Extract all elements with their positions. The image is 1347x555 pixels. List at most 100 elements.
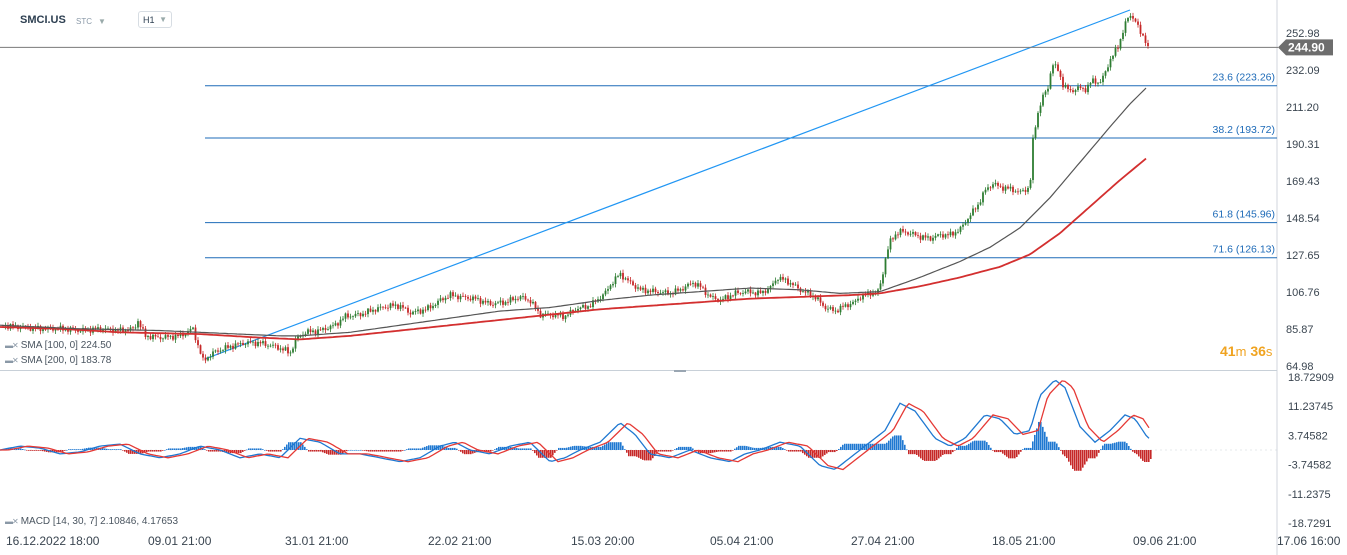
candle-body <box>1037 112 1039 128</box>
macd-histogram-bar <box>530 448 532 450</box>
indicator-settings-icon[interactable]: ▬✕ <box>5 356 19 365</box>
macd-histogram-bar <box>606 443 608 450</box>
macd-histogram-bar <box>874 443 876 450</box>
macd-histogram-bar <box>1038 421 1040 450</box>
macd-histogram-bar <box>950 449 952 455</box>
timeframe-select[interactable]: H1 ▼ <box>138 11 172 28</box>
candle-body <box>599 299 602 300</box>
candle-body <box>272 344 274 346</box>
sma100-line <box>0 87 1147 337</box>
macd-histogram-bar <box>1044 431 1046 450</box>
macd-histogram-bar <box>34 449 36 451</box>
macd-histogram-bar <box>38 449 40 451</box>
macd-histogram-bar <box>170 448 172 450</box>
macd-histogram-bar <box>458 449 460 451</box>
macd-histogram-bar <box>32 449 34 451</box>
legend-sma100[interactable]: ▬✕ SMA [100, 0] 224.50 <box>5 340 111 351</box>
macd-histogram-bar <box>964 445 966 450</box>
macd-histogram-bar <box>648 449 650 461</box>
macd-histogram-bar <box>114 449 116 450</box>
candle-body <box>449 292 452 298</box>
macd-histogram-bar <box>54 449 56 453</box>
candle-body <box>787 278 789 285</box>
macd-histogram-bar <box>312 449 314 452</box>
candle-body <box>277 345 279 350</box>
session-selector[interactable]: STC ▼ <box>76 17 106 26</box>
macd-histogram-bar <box>1080 449 1082 471</box>
macd-histogram-bar <box>18 448 20 450</box>
indicator-settings-icon[interactable]: ▬✕ <box>5 341 19 350</box>
candle-body <box>917 235 919 237</box>
candle-body <box>354 313 357 317</box>
macd-histogram-bar <box>646 449 648 461</box>
candle-body <box>152 334 154 340</box>
candle-body <box>954 232 957 236</box>
chevron-down-icon: ▼ <box>98 17 106 26</box>
candle-body <box>962 224 964 227</box>
macd-histogram-bar <box>1004 449 1006 456</box>
macd-histogram-bar <box>972 441 974 450</box>
candle-body <box>289 352 292 354</box>
candle-body <box>504 301 507 305</box>
candle-body <box>652 288 654 292</box>
macd-histogram-bar <box>934 449 936 461</box>
candle-body <box>1142 33 1144 36</box>
candle-body <box>1069 89 1072 91</box>
pane-resize-handle[interactable] <box>674 370 686 372</box>
candle-body <box>124 330 127 333</box>
candle-body <box>487 301 489 303</box>
candle-body <box>804 291 807 293</box>
candle-body <box>722 298 724 300</box>
macd-histogram-bar <box>260 448 262 450</box>
candle-body <box>357 313 359 314</box>
macd-histogram-bar <box>664 449 666 452</box>
macd-histogram-bar <box>916 449 918 456</box>
candle-body <box>894 234 897 240</box>
macd-histogram-bar <box>968 443 970 450</box>
candle-body <box>697 283 699 287</box>
legend-sma200[interactable]: ▬✕ SMA [200, 0] 183.78 <box>5 355 111 366</box>
ticker-symbol[interactable]: SMCI.US <box>20 14 66 26</box>
candle-body <box>589 306 592 308</box>
legend-macd[interactable]: ▬✕ MACD [14, 30, 7] 2.10846, 4.17653 <box>5 516 178 527</box>
candle-body <box>217 350 219 352</box>
macd-histogram-bar <box>736 447 738 450</box>
price-tick-label: 211.20 <box>1286 102 1319 114</box>
pane-separator[interactable] <box>0 370 1277 371</box>
candle-body <box>829 307 832 309</box>
macd-histogram-bar <box>268 449 270 452</box>
candle-body <box>109 328 112 330</box>
candle-body <box>907 232 909 235</box>
macd-histogram-bar <box>572 446 574 450</box>
macd-histogram-bar <box>748 446 750 450</box>
candle-body <box>1017 191 1019 193</box>
macd-histogram-bar <box>216 449 218 452</box>
macd-histogram-bar <box>574 445 576 450</box>
candle-body <box>447 297 449 299</box>
macd-histogram-bar <box>1084 449 1086 465</box>
macd-histogram-bar <box>242 449 244 452</box>
macd-histogram-bar <box>534 449 536 454</box>
macd-histogram-bar <box>710 449 712 454</box>
candle-body <box>767 289 769 293</box>
candle-body <box>392 303 394 306</box>
candle-body <box>692 282 694 284</box>
macd-histogram-bar <box>368 449 370 452</box>
macd-histogram-bar <box>688 446 690 450</box>
macd-histogram-bar <box>962 445 964 450</box>
candle-body <box>762 290 764 294</box>
macd-histogram-bar <box>1060 449 1062 451</box>
macd-histogram-bar <box>844 443 846 450</box>
macd-histogram-bar <box>898 435 900 450</box>
candle-body <box>959 226 962 232</box>
price-tick-label: 85.87 <box>1286 324 1314 336</box>
indicator-settings-icon[interactable]: ▬✕ <box>5 517 19 526</box>
candle-body <box>1129 15 1132 18</box>
macd-histogram-bar <box>1068 449 1070 462</box>
macd-histogram-bar <box>922 449 924 461</box>
candle-body <box>922 235 924 240</box>
trend-line <box>204 9 1131 360</box>
candle-body <box>1117 47 1119 49</box>
macd-histogram-bar <box>462 449 464 454</box>
